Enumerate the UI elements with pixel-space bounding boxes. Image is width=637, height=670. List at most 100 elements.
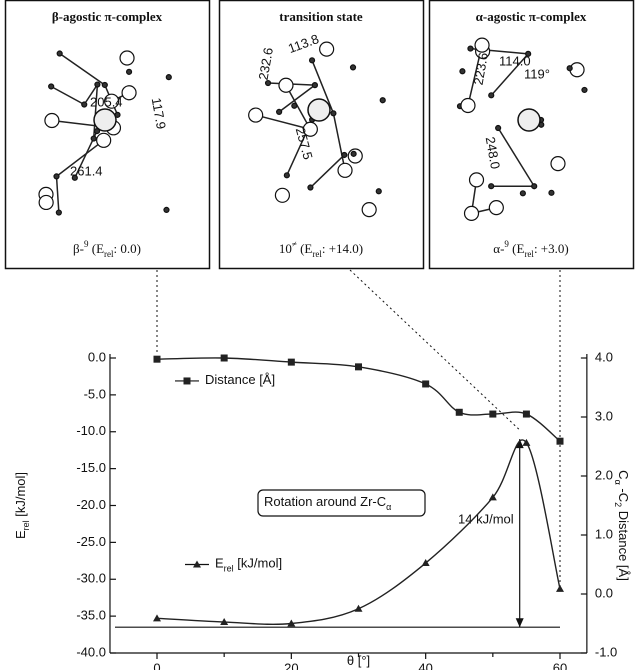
atom xyxy=(49,84,54,89)
legend-label-part: rel xyxy=(224,564,234,574)
legend-label: Erel [kJ/mol] xyxy=(215,556,282,574)
atom xyxy=(39,195,53,209)
atom xyxy=(57,51,62,56)
atom xyxy=(249,108,263,122)
atom xyxy=(279,78,293,92)
y2-tick-label: -1.0 xyxy=(595,644,617,659)
x-tick-label: 20 xyxy=(284,660,298,670)
panel-caption-part: (E xyxy=(509,241,525,256)
series-line xyxy=(157,358,560,441)
atom xyxy=(120,51,134,65)
marker xyxy=(221,355,228,362)
atom xyxy=(45,114,59,128)
panel-caption-part: rel xyxy=(312,249,322,259)
connector xyxy=(350,270,520,430)
y-axis-label-part: E xyxy=(13,530,28,539)
y2-tick-label: 3.0 xyxy=(595,408,613,423)
marker xyxy=(523,411,530,418)
y2-tick-label: 0.0 xyxy=(595,585,613,600)
y-axis-label-part: rel xyxy=(21,520,31,530)
legend-label-part: [kJ/mol] xyxy=(234,556,282,571)
atom xyxy=(582,87,587,92)
atom xyxy=(312,83,317,88)
series-line xyxy=(157,440,560,624)
atom xyxy=(342,152,347,157)
atom xyxy=(308,185,313,190)
panel-title: β-agostic π-complex xyxy=(52,9,163,24)
bond xyxy=(498,128,534,186)
atom xyxy=(468,46,473,51)
panel-caption-part: : +14.0) xyxy=(322,241,363,256)
atom xyxy=(102,82,107,87)
atom xyxy=(292,103,297,108)
atom xyxy=(567,66,572,71)
marker xyxy=(422,380,429,387)
atom xyxy=(489,201,503,215)
atom xyxy=(54,174,59,179)
distance-label: 248.0 xyxy=(483,136,503,171)
panel-caption-part: rel xyxy=(524,249,534,259)
atom xyxy=(475,38,489,52)
panel-caption: β-9 (Erel: 0.0) xyxy=(73,239,141,259)
x-axis-label: θ [°] xyxy=(347,653,370,668)
atom xyxy=(284,173,289,178)
bond xyxy=(333,113,345,170)
legend-label-part: Distance [Å] xyxy=(205,372,275,387)
y-axis-label-part: [kJ/mol] xyxy=(13,472,28,520)
atom-zr xyxy=(94,109,116,131)
atom xyxy=(489,184,494,189)
distance-label: 205.4 xyxy=(90,94,123,109)
annotation-label: 14 kJ/mol xyxy=(458,512,514,527)
atom xyxy=(310,58,315,63)
x-tick-label: 40 xyxy=(418,660,432,670)
atom xyxy=(461,98,475,112)
marker xyxy=(489,411,496,418)
atom xyxy=(380,98,385,103)
atom xyxy=(532,184,537,189)
atom xyxy=(127,69,132,74)
panel: transition state113.8232.6257.510≠ (Erel… xyxy=(220,1,424,269)
x-tick-label: 0 xyxy=(153,660,160,670)
atom xyxy=(56,210,61,215)
distance-label: 117.9 xyxy=(149,97,169,131)
atom xyxy=(496,126,501,131)
marker xyxy=(557,438,564,445)
y-tick-label: -10.0 xyxy=(76,423,106,438)
atom xyxy=(122,86,136,100)
panel-caption-part: (E xyxy=(88,241,104,256)
y-tick-label: -20.0 xyxy=(76,497,106,512)
atom xyxy=(275,188,289,202)
y-tick-label: 0.0 xyxy=(88,349,106,364)
marker xyxy=(355,363,362,370)
panel-caption-part: α- xyxy=(493,241,504,256)
marker xyxy=(355,605,363,612)
figure: β-agostic π-complex205.4117.9261.4β-9 (E… xyxy=(0,0,637,670)
atom xyxy=(465,206,479,220)
y-tick-label: -40.0 xyxy=(76,644,106,659)
marker xyxy=(288,359,295,366)
distance-label: 113.8 xyxy=(286,31,321,56)
panel-caption-part: 10 xyxy=(279,241,292,256)
y-tick-label: -15.0 xyxy=(76,460,106,475)
legend-label: Distance [Å] xyxy=(205,372,275,387)
atom xyxy=(351,65,356,70)
atom xyxy=(338,163,352,177)
panel-caption-part: : 0.0) xyxy=(114,241,141,256)
box-label-part: α xyxy=(386,502,391,512)
atom xyxy=(362,203,376,217)
x-tick-label: 60 xyxy=(553,660,567,670)
marker xyxy=(154,356,161,363)
atom xyxy=(520,191,525,196)
atom xyxy=(82,102,87,107)
distance-label: 232.6 xyxy=(256,46,276,81)
legend-label-part: E xyxy=(215,556,224,571)
distance-label: 119° xyxy=(524,66,550,81)
atom xyxy=(277,109,282,114)
atom xyxy=(166,75,171,80)
atom xyxy=(331,111,336,116)
y2-axis-label-part: C xyxy=(616,470,631,479)
atom xyxy=(376,189,381,194)
